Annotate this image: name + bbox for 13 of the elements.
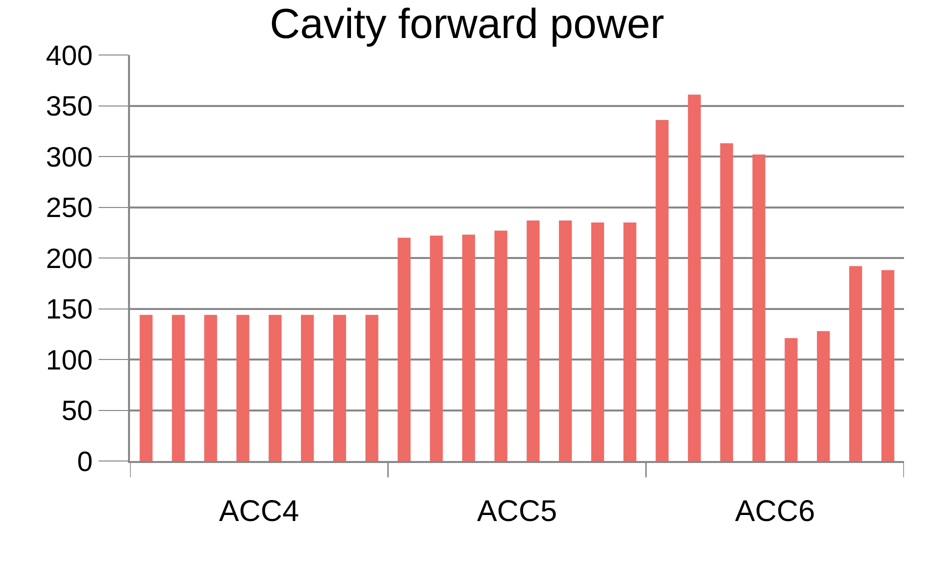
text: ACC6 (735, 495, 816, 528)
y-tick-label: 400 (46, 40, 93, 71)
y-tick-label: 350 (46, 90, 93, 122)
y-tick-label: 250 (46, 192, 93, 224)
text: ACC5 (477, 495, 558, 528)
chart-title: Cavity forward power (270, 0, 664, 47)
text: ACC4 (219, 495, 300, 528)
y-tick-label: 300 (46, 141, 93, 172)
y-tick-label: 200 (46, 242, 93, 274)
y-tick-label: 0 (77, 446, 93, 477)
y-tick-label: 50 (61, 395, 93, 426)
y-tick-label: 150 (46, 294, 93, 325)
y-tick-label: 100 (46, 344, 93, 376)
